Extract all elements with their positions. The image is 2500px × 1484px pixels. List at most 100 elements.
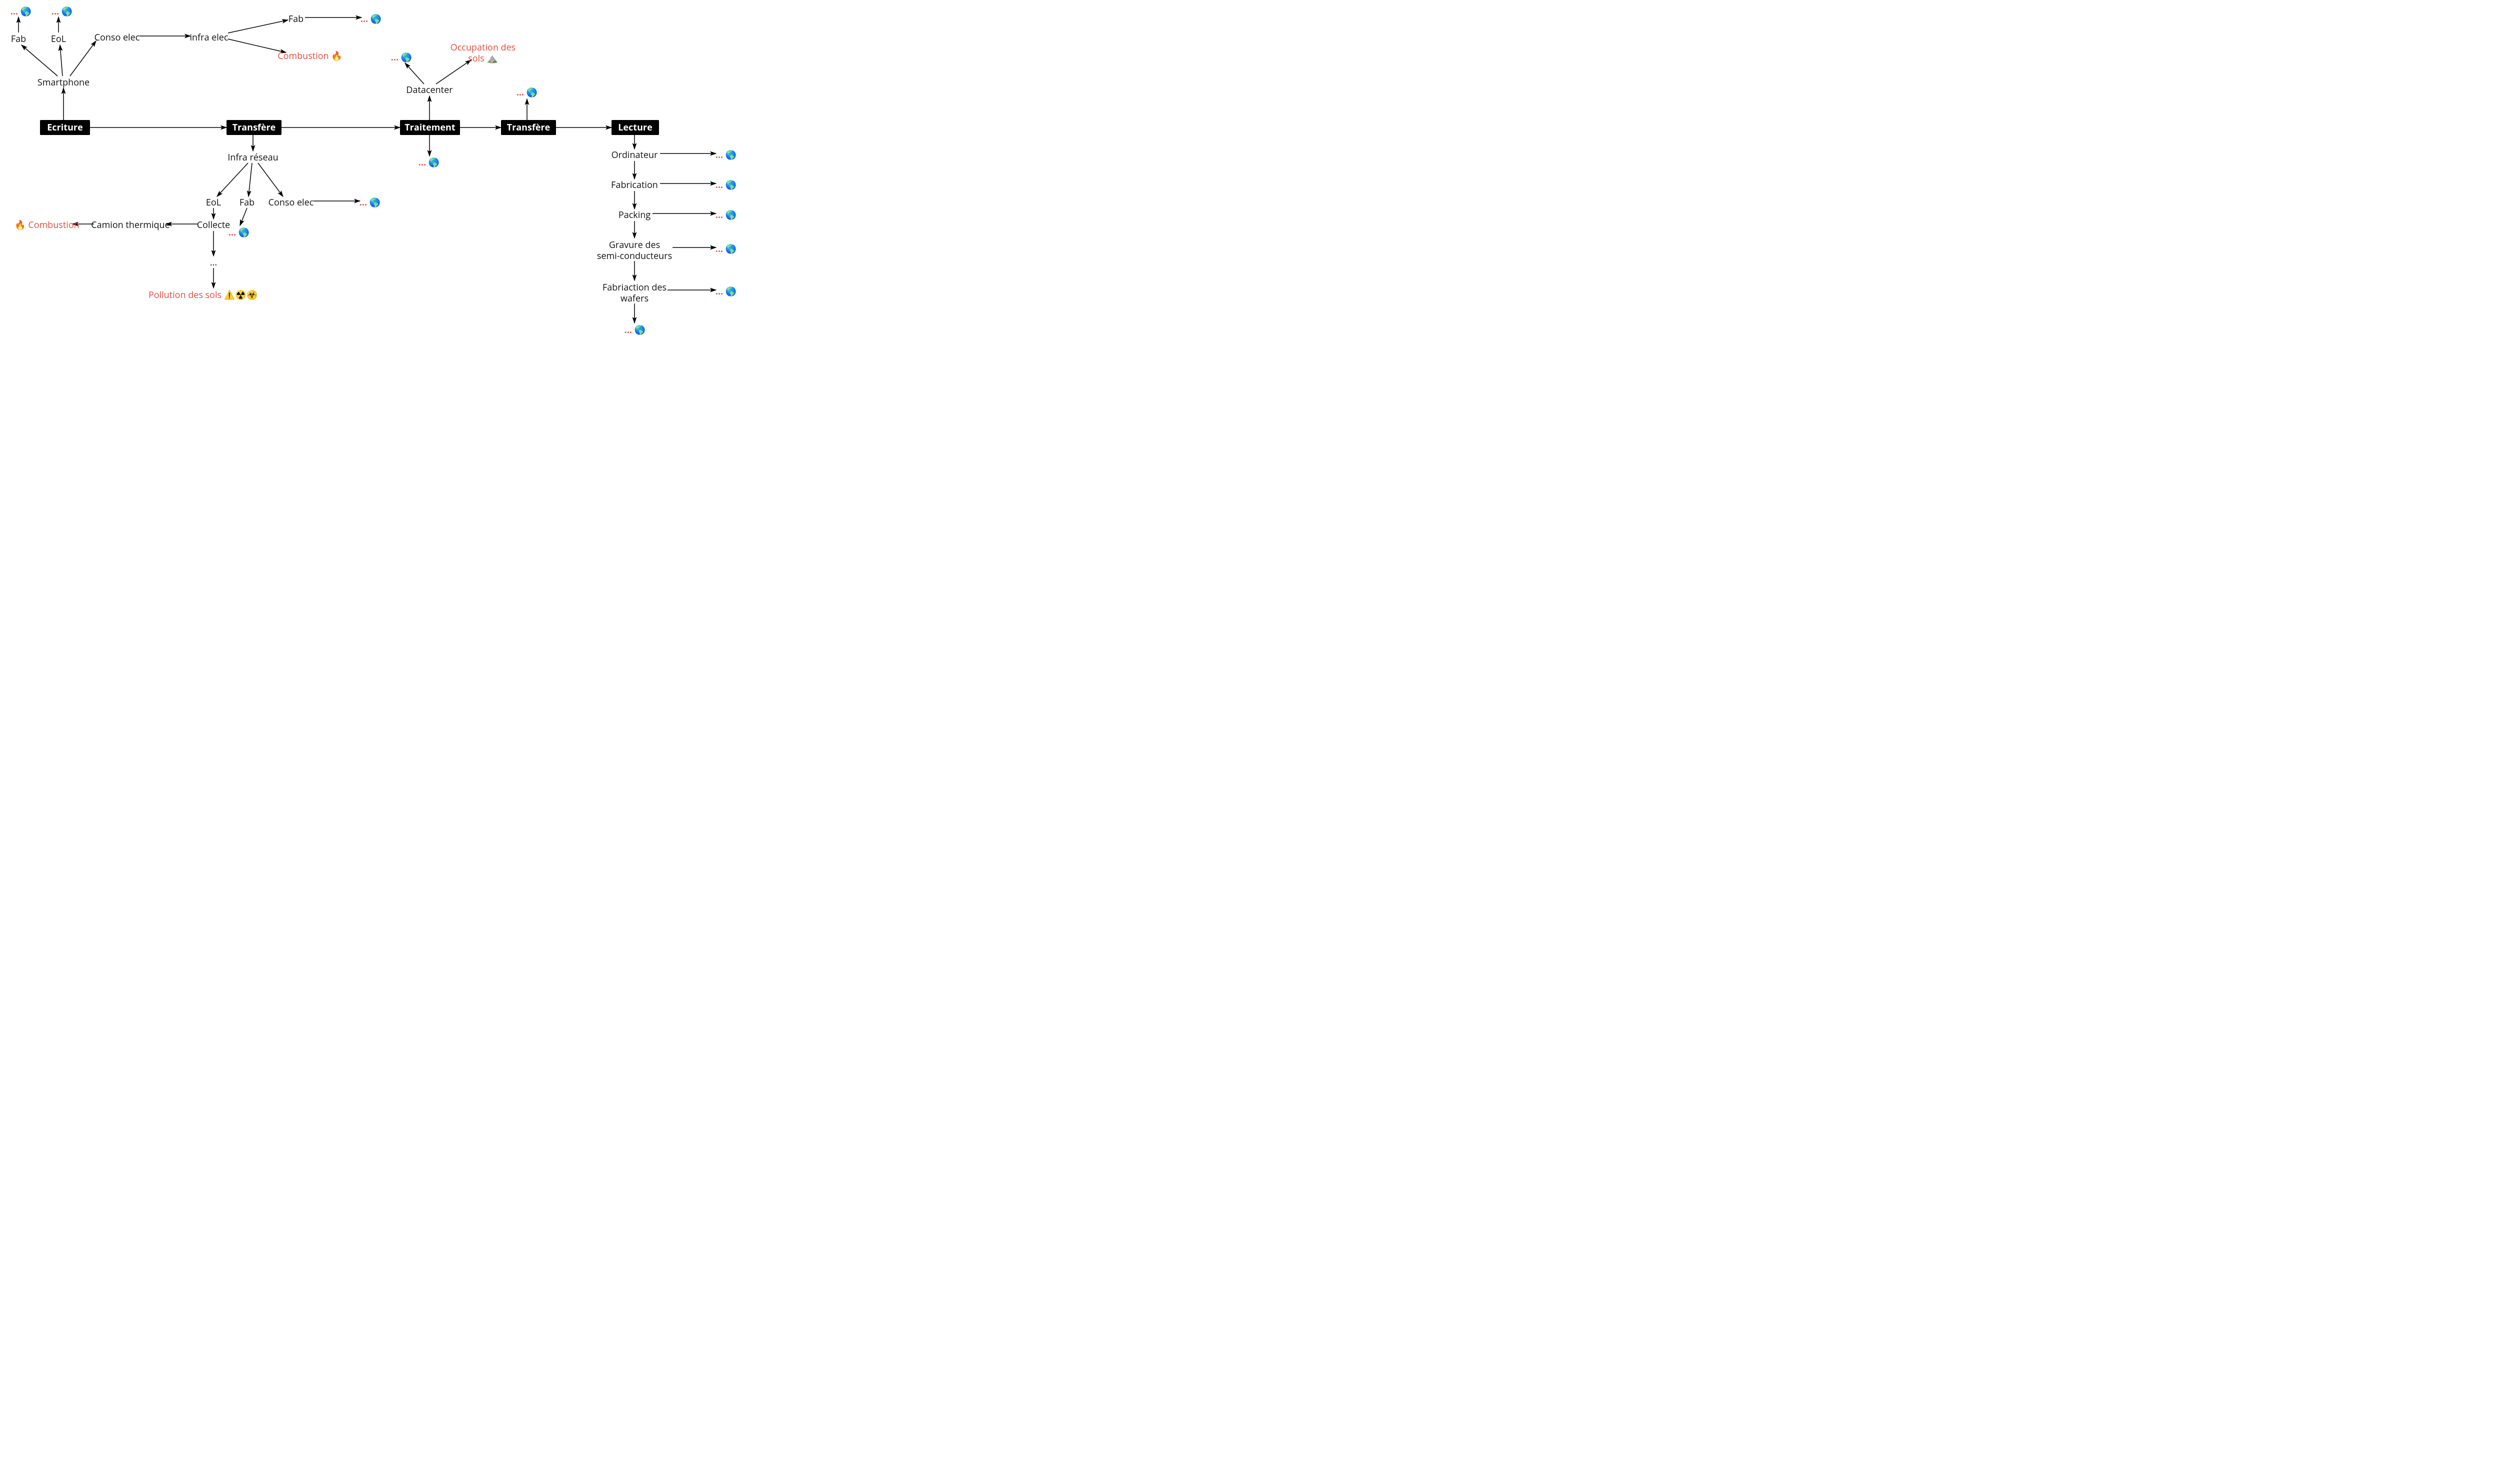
node-fab3: Fab [240, 196, 254, 208]
label-consoelec2: Conso elec [268, 196, 314, 208]
edge-infraelec-fab2 [228, 20, 288, 33]
node-consoelec1: Conso elec [94, 32, 140, 44]
label-pollution: Pollution des sols ⚠️☢️☣️ [148, 289, 258, 301]
label-gravure-2: semi-conducteurs [597, 250, 672, 262]
node-infrareseau: Infra réseau [228, 152, 278, 164]
globe-icon: 🌎 [238, 226, 250, 238]
label-eol2: EoL [206, 196, 221, 208]
label-infrareseau: Infra réseau [228, 152, 278, 164]
label-dots1: ... [210, 256, 217, 268]
box-label-transfere1: Transfère [232, 122, 276, 134]
dots-globe-dots_globe2: ... 🌎 [52, 6, 73, 18]
node-dots1: ... [210, 256, 217, 268]
node-dots_globe4: ... 🌎 [360, 196, 381, 208]
dots-globe-dots_globe1: ... 🌎 [10, 6, 32, 18]
label-camion: Camion thermique [91, 219, 170, 231]
label-packing: Packing [618, 209, 650, 221]
globe-icon: 🌎 [726, 243, 736, 255]
label-fabrication: Fabrication [611, 179, 658, 191]
globe-icon: 🌎 [401, 52, 412, 64]
node-traitement: Traitement [400, 120, 460, 135]
label-fab1: Fab [11, 33, 26, 45]
box-label-transfere2: Transfère [507, 122, 550, 134]
node-combustion1: Combustion 🔥 [278, 50, 342, 62]
node-combustion2: 🔥 Combustion [14, 219, 79, 231]
node-dots_globe1: ... 🌎 [10, 6, 32, 18]
node-fab2: Fab [288, 13, 304, 25]
node-dots_globe8: ... 🌎 [516, 86, 538, 98]
label-occupation-1: Occupation des [450, 42, 516, 54]
globe-icon: 🌎 [370, 196, 380, 208]
dots-globe-dots_globe5: ... 🌎 [228, 226, 250, 238]
node-occupation: Occupation dessols ⛰️ [450, 42, 516, 64]
globe-icon: 🌎 [62, 6, 72, 18]
node-pollution: Pollution des sols ⚠️☢️☣️ [148, 289, 258, 301]
globe-icon: 🌎 [428, 156, 440, 168]
globe-icon: 🌎 [370, 13, 382, 25]
label-ordinateur: Ordinateur [612, 149, 658, 161]
label-fab2: Fab [288, 13, 304, 25]
dots-globe-dots_globe14: ... 🌎 [624, 324, 646, 336]
box-label-ecriture: Ecriture [47, 122, 82, 134]
label-collecte: Collecte [197, 219, 230, 231]
node-dots_globe13: ... 🌎 [716, 286, 737, 298]
edge-infrareseau-consoelec2 [258, 163, 283, 196]
node-ordinateur: Ordinateur [612, 149, 658, 161]
edge-smartphone-fab1 [22, 45, 58, 76]
node-camion: Camion thermique [91, 219, 170, 231]
label-datacenter: Datacenter [406, 84, 453, 96]
label-infraelec: infra elec [190, 32, 228, 44]
globe-icon: 🌎 [726, 149, 736, 161]
node-smartphone: Smartphone [38, 76, 90, 88]
box-label-lecture: Lecture [618, 122, 652, 134]
node-dots_globe6: ... 🌎 [391, 52, 412, 64]
edge-infrareseau-eol2 [217, 163, 248, 196]
label-fab3: Fab [240, 196, 254, 208]
node-dots_globe2: ... 🌎 [52, 6, 73, 18]
edge-infrareseau-fab3 [248, 163, 252, 196]
box-label-traitement: Traitement [404, 122, 456, 134]
globe-icon: 🌎 [634, 324, 646, 336]
dots-globe-dots_globe13: ... 🌎 [716, 286, 737, 298]
node-dots_globe7: ... 🌎 [418, 156, 440, 168]
dots-globe-dots_globe6: ... 🌎 [391, 52, 412, 64]
node-fab1: Fab [11, 33, 26, 45]
globe-icon: 🌎 [726, 179, 736, 191]
dots-globe-dots_globe12: ... 🌎 [716, 243, 737, 255]
node-packing: Packing [618, 209, 650, 221]
globe-icon: 🌎 [526, 86, 538, 98]
edge-smartphone-consoelec1 [70, 41, 96, 76]
node-collecte: Collecte [197, 219, 230, 231]
edge-datacenter-occupation [436, 60, 471, 84]
globe-icon: 🌎 [726, 209, 736, 221]
node-infraelec: infra elec [190, 32, 228, 44]
node-datacenter: Datacenter [406, 84, 453, 96]
dots-globe-dots_globe8: ... 🌎 [516, 86, 538, 98]
node-dots_globe9: ... 🌎 [716, 149, 737, 161]
node-eol2: EoL [206, 196, 221, 208]
node-dots_globe12: ... 🌎 [716, 243, 737, 255]
node-dots_globe3: ... 🌎 [360, 13, 382, 25]
node-dots_globe5: ... 🌎 [228, 226, 250, 238]
node-gravure: Gravure dessemi-conducteurs [597, 239, 672, 262]
dots-globe-dots_globe10: ... 🌎 [716, 179, 737, 191]
dots-globe-dots_globe4: ... 🌎 [360, 196, 381, 208]
dots-globe-dots_globe9: ... 🌎 [716, 149, 737, 161]
label-occupation-2: sols ⛰️ [468, 52, 498, 64]
node-eol1: EoL [51, 33, 66, 45]
node-lecture: Lecture [612, 120, 659, 135]
label-consoelec1: Conso elec [94, 32, 140, 44]
node-fabrication: Fabrication [611, 179, 658, 191]
node-fabwafers: Fabriaction deswafers [602, 282, 666, 304]
globe-icon: 🌎 [726, 286, 736, 298]
edge-datacenter-dots_globe6 [405, 63, 424, 84]
globe-icon: 🌎 [20, 6, 32, 18]
label-fabwafers-2: wafers [620, 292, 648, 304]
label-smartphone: Smartphone [38, 76, 90, 88]
label-eol1: EoL [51, 33, 66, 45]
label-fabwafers-1: Fabriaction des [602, 282, 666, 294]
label-combustion1: Combustion 🔥 [278, 50, 342, 62]
node-dots_globe11: ... 🌎 [716, 209, 737, 221]
dots-globe-dots_globe3: ... 🌎 [360, 13, 382, 25]
dots-globe-dots_globe7: ... 🌎 [418, 156, 440, 168]
